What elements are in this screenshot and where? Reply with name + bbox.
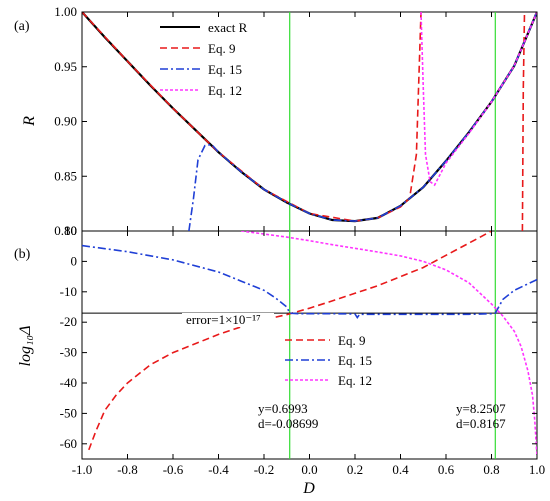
y-tick-label: -40 xyxy=(60,375,77,390)
panel-b-y-axis-title: log₁₀Δ xyxy=(17,326,34,367)
panel-b-label: (b) xyxy=(14,247,31,262)
y-tick-label: 10 xyxy=(64,223,77,238)
panel-a-y-axis-title: R xyxy=(21,116,38,127)
x-tick-label: 0.4 xyxy=(392,462,409,477)
panel-a-legend: exact R Eq. 9 Eq. 15 Eq. 12 xyxy=(160,20,248,98)
y-tick-label: 1.00 xyxy=(54,4,77,19)
legend-label-eq12: Eq. 12 xyxy=(208,83,242,98)
annotation-left-d: d=-0.08699 xyxy=(258,416,318,431)
x-tick-label: -0.4 xyxy=(208,462,229,477)
y-tick-label: -20 xyxy=(60,314,77,329)
y-tick-label: 0.95 xyxy=(54,59,77,74)
y-tick-label: 0 xyxy=(71,253,78,268)
x-axis-title: D xyxy=(302,480,315,497)
y-tick-label: 0.80 xyxy=(54,223,77,238)
error-line-label: error=1×10⁻¹⁷ xyxy=(186,312,261,327)
series-line-eq-9-segment xyxy=(521,12,526,231)
legend-label-exact: exact R xyxy=(208,20,248,35)
y-tick-label: 0.85 xyxy=(54,168,77,183)
x-tick-label: 0.0 xyxy=(301,462,317,477)
legend-b-label-eq12: Eq. 12 xyxy=(338,373,372,388)
y-tick-label: -50 xyxy=(60,405,77,420)
series-line-eq-9 xyxy=(82,12,422,222)
y-tick-label: -60 xyxy=(60,436,77,451)
legend-label-eq9: Eq. 9 xyxy=(208,41,235,56)
series-line-eq-15 xyxy=(188,12,537,231)
x-tick-label: 1.0 xyxy=(529,462,545,477)
y-tick-label: -30 xyxy=(60,345,77,360)
x-tick-label: -0.6 xyxy=(163,462,184,477)
x-tick-label: 0.6 xyxy=(438,462,455,477)
annotation-right-y: y=8.2507 xyxy=(456,401,506,416)
legend-b-label-eq15: Eq. 15 xyxy=(338,353,372,368)
series-line-exact-r xyxy=(82,12,537,223)
x-tick-label: 0.2 xyxy=(347,462,363,477)
legend-b-label-eq9: Eq. 9 xyxy=(338,333,365,348)
legend-label-eq15: Eq. 15 xyxy=(208,62,242,77)
error-label-bg xyxy=(182,313,274,327)
series-line-eq-9 xyxy=(88,231,492,451)
x-tick-label: -1.0 xyxy=(72,462,93,477)
y-tick-label: -10 xyxy=(60,284,77,299)
panel-a-label: (a) xyxy=(14,19,30,34)
series-line-eq-15 xyxy=(82,244,537,320)
annotation-left-y: y=0.6993 xyxy=(258,401,308,416)
x-tick-label: -0.8 xyxy=(117,462,138,477)
x-tick-label: 0.8 xyxy=(483,462,499,477)
y-tick-label: 0.90 xyxy=(54,114,77,129)
annotation-right-d: d=0.8167 xyxy=(456,416,506,431)
panel-a-frame xyxy=(81,11,538,232)
panel-b-legend: Eq. 9 Eq. 15 Eq. 12 xyxy=(285,333,372,388)
series-line-eq-12 xyxy=(420,12,537,187)
x-tick-label: -0.2 xyxy=(254,462,275,477)
